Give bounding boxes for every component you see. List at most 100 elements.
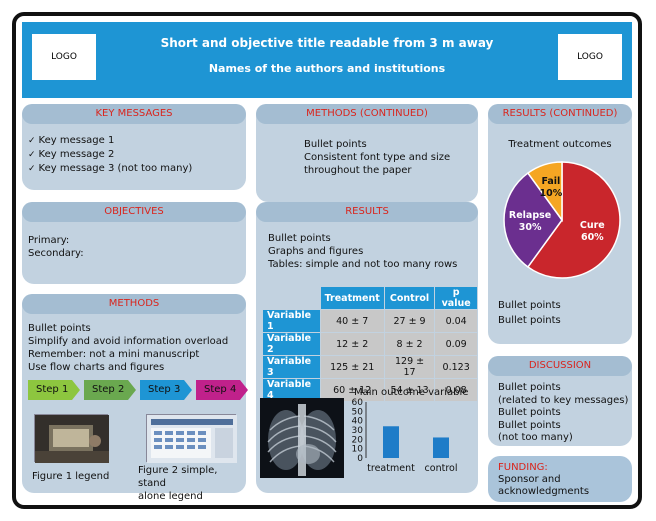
- table-cell: 60 ± 12: [320, 379, 384, 401]
- x-tick-label: treatment: [367, 463, 415, 474]
- pie-slice-relapse: [503, 172, 563, 268]
- results-text: Bullet points Graphs and figures Tables:…: [268, 232, 457, 271]
- logo-right: LOGO: [558, 34, 622, 80]
- funding-text: FUNDING: Sponsor and acknowledgments: [498, 462, 589, 498]
- methods-panel: METHODS Bullet points Simplify and avoid…: [22, 294, 248, 502]
- table-cell: 54 ± 13: [384, 379, 435, 401]
- funding-label: FUNDING:: [498, 462, 548, 473]
- pie-label: Cure: [580, 220, 605, 231]
- results-panel: RESULTS Bullet points Graphs and figures…: [256, 202, 478, 493]
- objectives-text: Primary: Secondary:: [28, 234, 84, 260]
- table-cell: 40 ± 7: [320, 310, 384, 332]
- key-message-item: ✓ Key message 3 (not too many): [28, 163, 193, 174]
- table-cell: 0.123: [435, 356, 477, 378]
- poster-title: Short and objective title readable from …: [160, 36, 494, 50]
- chest-xray-image: [260, 398, 344, 478]
- figure-1-image: [34, 414, 109, 463]
- table-row: Variable 1 40 ± 7 27 ± 9 0.04: [263, 310, 477, 332]
- table-cell: 0.08: [435, 379, 477, 401]
- methods-continued-line: throughout the paper: [304, 165, 412, 176]
- table-row: Variable 2 12 ± 2 8 ± 2 0.09: [263, 333, 477, 355]
- table-header-cell: [263, 287, 320, 309]
- discussion-line: Bullet points: [498, 407, 561, 418]
- pie-value-label: 60%: [581, 232, 604, 243]
- table-header-cell: p value: [435, 287, 477, 309]
- table-cell: 129 ± 17: [384, 356, 435, 378]
- methods-line: Remember: not a mini manuscript: [28, 349, 200, 360]
- flow-step-label: Step 4: [204, 384, 237, 395]
- discussion-line: Bullet points: [498, 419, 561, 431]
- objectives-heading: OBJECTIVES: [22, 202, 246, 222]
- results-continued-panel: RESULTS (CONTINUED) Treatment outcomes C…: [488, 104, 632, 344]
- flow-step-label: Step 1: [36, 384, 69, 395]
- table-cell: 0.09: [435, 333, 477, 355]
- flow-step-3: Step 3: [140, 380, 192, 400]
- table-row: Variable 4 60 ± 12 54 ± 13 0.08: [263, 379, 477, 401]
- pie-label: Relapse: [509, 210, 551, 221]
- results-continued-line: Bullet points: [498, 300, 561, 311]
- methods-continued-panel: METHODS (CONTINUED) Bullet points Consis…: [256, 104, 478, 202]
- figure-2-legend-line: Figure 2 simple, stand: [138, 465, 218, 489]
- x-tick-label: control: [425, 463, 458, 474]
- discussion-text: Bullet points (related to key messages) …: [498, 382, 628, 445]
- methods-line: Bullet points: [28, 323, 91, 334]
- pie-slice-cure: [526, 161, 621, 279]
- key-messages-list: ✓ Key message 1 ✓ Key message 2 ✓ Key messa…: [28, 134, 192, 176]
- methods-heading: METHODS: [22, 294, 246, 314]
- figure-1-illustration: [35, 415, 109, 463]
- methods-continued-heading: METHODS (CONTINUED): [256, 104, 478, 124]
- results-line: Graphs and figures: [268, 246, 364, 257]
- table-header-cell: Control: [384, 287, 435, 309]
- objective-primary: Primary:: [28, 235, 70, 246]
- poster-authors: Names of the authors and institutions: [208, 62, 446, 75]
- checkmark-icon: ✓: [28, 150, 36, 160]
- discussion-line: (not too many): [498, 432, 573, 443]
- funding-line: Sponsor and: [498, 474, 561, 485]
- discussion-heading: DISCUSSION: [488, 356, 632, 376]
- table-cell: Variable 4: [263, 379, 320, 401]
- flow-step-4: Step 4: [196, 380, 248, 400]
- results-line: Bullet points: [268, 233, 331, 244]
- table-header-cell: Treatment: [320, 287, 384, 309]
- discussion-panel: DISCUSSION Bullet points (related to key…: [488, 356, 632, 446]
- key-messages-heading: KEY MESSAGES: [22, 104, 246, 124]
- table-row: Variable 3 125 ± 21 129 ± 17 0.123: [263, 356, 477, 378]
- flow-step-label: Step 3: [148, 384, 181, 395]
- flow-step-label: Step 2: [92, 384, 125, 395]
- logo-left: LOGO: [32, 34, 96, 80]
- poster-header: LOGO Short and objective title readable …: [22, 22, 632, 98]
- figure-1-legend: Figure 1 legend: [32, 471, 110, 482]
- checkmark-icon: ✓: [28, 164, 36, 174]
- y-tick-label: 30: [352, 426, 364, 436]
- key-message-item: ✓ Key message 1: [28, 135, 115, 146]
- table-cell: Variable 1: [263, 310, 320, 332]
- table-cell: 12 ± 2: [320, 333, 384, 355]
- methods-continued-line: Bullet points: [304, 139, 367, 150]
- results-table: Treatment Control p value Variable 1 40 …: [262, 286, 478, 402]
- figure-2-legend-line: alone legend: [138, 491, 203, 502]
- table-cell: 0.04: [435, 310, 477, 332]
- bar-control: [433, 437, 449, 458]
- table-cell: Variable 2: [263, 333, 320, 355]
- key-message-item: ✓ Key message 2: [28, 149, 115, 160]
- bar-treatment: [383, 426, 399, 458]
- figure-2-image: [146, 414, 237, 463]
- methods-line: Simplify and avoid information overload: [28, 336, 229, 347]
- pie-label: Fail: [541, 176, 560, 187]
- methods-continued-line: Consistent font type and size: [304, 152, 451, 163]
- funding-line: acknowledgments: [498, 486, 590, 497]
- objective-secondary: Secondary:: [28, 248, 84, 259]
- discussion-line: (related to key messages): [498, 394, 629, 406]
- results-continued-heading: RESULTS (CONTINUED): [488, 104, 632, 124]
- pie-value-label: 10%: [540, 188, 563, 199]
- pie-slice-fail: [526, 161, 563, 223]
- figure-2-legend: Figure 2 simple, stand alone legend: [138, 464, 246, 503]
- funding-panel: FUNDING: Sponsor and acknowledgments: [488, 456, 632, 502]
- figure-2-illustration: [147, 415, 237, 463]
- y-tick-label: 40: [352, 417, 364, 427]
- table-cell: 8 ± 2: [384, 333, 435, 355]
- results-heading: RESULTS: [256, 202, 478, 222]
- checkmark-icon: ✓: [28, 136, 36, 146]
